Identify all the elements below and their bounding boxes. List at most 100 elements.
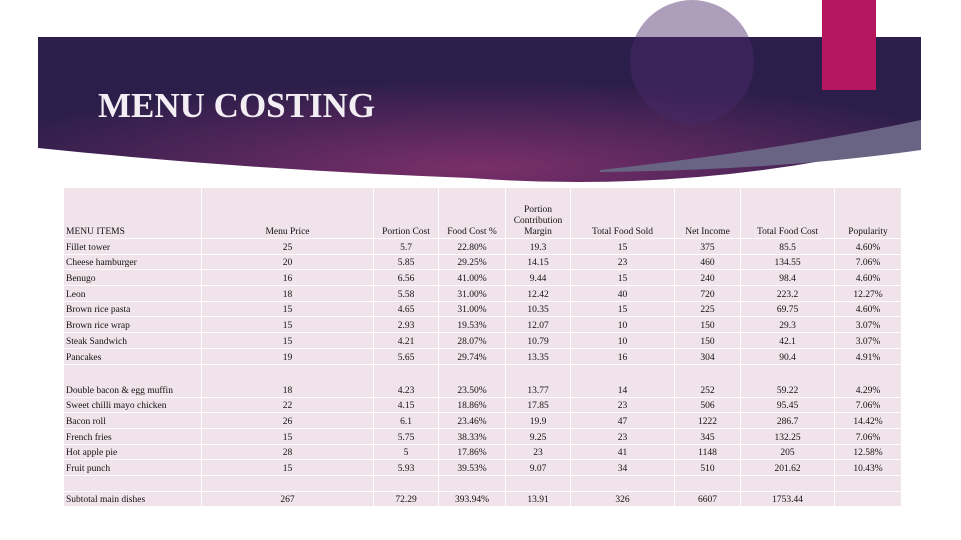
table-cell: 15	[201, 427, 374, 445]
table-cell: 14	[570, 363, 675, 398]
table-cell: Brown rice wrap	[63, 316, 202, 334]
table-cell: 9.07	[505, 459, 571, 476]
table-cell: 29.3	[740, 316, 835, 334]
table-cell: MENU ITEMS	[63, 187, 202, 239]
table-cell: 5.85	[373, 253, 439, 271]
table-cell: 14.15	[505, 253, 571, 271]
table-cell: 5.7	[373, 238, 439, 255]
table-cell: 69.75	[740, 300, 835, 318]
table-cell: 134.55	[740, 253, 835, 271]
table-cell: Net Income	[674, 187, 741, 239]
table-cell: Fillet tower	[63, 238, 202, 255]
table-cell: 9.25	[505, 427, 571, 445]
table-cell: Benugo	[63, 269, 202, 287]
table-row: Cheese hamburger 20 5.85 29.25% 14.15 23 460 13…	[63, 253, 902, 271]
table-cell: 10	[570, 332, 675, 349]
table-cell: 10.79	[505, 332, 571, 349]
table-cell: 4.60%	[834, 269, 902, 287]
banner-accent	[600, 120, 921, 172]
table-cell: 5.65	[373, 347, 439, 365]
table-cell: 17.86%	[438, 443, 506, 461]
table-cell: 201.62	[740, 459, 835, 476]
table-cell: 6.1	[373, 412, 439, 429]
table-cell: 18	[201, 363, 374, 398]
table-row: French fries 15 5.75 38.33% 9.25 23 345 132.25 7…	[63, 427, 902, 445]
table-cell: 19	[201, 347, 374, 365]
table-cell: 26	[201, 412, 374, 429]
table-cell: Steak Sandwich	[63, 332, 202, 349]
table-cell: Hot apple pie	[63, 443, 202, 461]
table-cell: Portion Contribution Margin	[505, 187, 571, 239]
table-cell: 23	[505, 443, 571, 461]
table-cell: 4.23	[373, 363, 439, 398]
table-cell: 4.91%	[834, 347, 902, 365]
table-cell: French fries	[63, 427, 202, 445]
table-cell: 132.25	[740, 427, 835, 445]
table-cell	[674, 474, 741, 492]
table-cell: 23	[570, 396, 675, 414]
table-row: Benugo 16 6.56 41.00% 9.44 15 240 98.4 4.60%	[63, 269, 902, 287]
table-cell: 23	[570, 253, 675, 271]
table-cell: 41.00%	[438, 269, 506, 287]
table-cell: 10	[570, 316, 675, 334]
table-cell: 304	[674, 347, 741, 365]
table-cell: 28.07%	[438, 332, 506, 349]
table-cell	[373, 474, 439, 492]
table-cell: 150	[674, 332, 741, 349]
table-cell: 286.7	[740, 412, 835, 429]
table-cell: 15	[570, 269, 675, 287]
table-row: Double bacon & egg muffin 18 4.23 23.50% 13.…	[63, 363, 902, 398]
pink-tab	[822, 0, 876, 90]
table-cell: 34	[570, 459, 675, 476]
table-cell: 240	[674, 269, 741, 287]
table-cell: 17.85	[505, 396, 571, 414]
table-cell: 720	[674, 285, 741, 302]
table-row: Leon 18 5.58 31.00% 12.42 40 720 223.2 12.27%	[63, 285, 902, 302]
table-cell: Total Food Sold	[570, 187, 675, 239]
banner-shape	[38, 37, 921, 183]
table-cell: 31.00%	[438, 300, 506, 318]
table-cell: 510	[674, 459, 741, 476]
table-row: Sweet chilli mayo chicken 22 4.15 18.86% 17.…	[63, 396, 902, 414]
table-cell: 1222	[674, 412, 741, 429]
table-cell: 38.33%	[438, 427, 506, 445]
table-cell: 15	[570, 238, 675, 255]
table-cell: Fruit punch	[63, 459, 202, 476]
table-cell: 223.2	[740, 285, 835, 302]
table-cell: 18	[201, 285, 374, 302]
table-cell: 506	[674, 396, 741, 414]
table-cell: Food Cost %	[438, 187, 506, 239]
table-cell: 7.06%	[834, 253, 902, 271]
table-cell: 16	[201, 269, 374, 287]
table-cell: 393.94%	[438, 490, 506, 508]
table-cell: 4.65	[373, 300, 439, 318]
table-cell: 29.25%	[438, 253, 506, 271]
table-cell: 31.00%	[438, 285, 506, 302]
title: MENU COSTING	[98, 86, 376, 125]
decor-circle	[630, 0, 754, 124]
table-row: Fillet tower 25 5.7 22.80% 19.3 15 375 85.5 4.60…	[63, 238, 902, 255]
table-cell: 12.58%	[834, 443, 902, 461]
table-cell: Sweet chilli mayo chicken	[63, 396, 202, 414]
table-cell: Double bacon & egg muffin	[63, 363, 202, 398]
table-cell: 15	[201, 459, 374, 476]
table-cell: 5.58	[373, 285, 439, 302]
table-cell: 3.07%	[834, 332, 902, 349]
table-cell: 98.4	[740, 269, 835, 287]
table-cell: 18.86%	[438, 396, 506, 414]
table-cell: 5	[373, 443, 439, 461]
table-cell: 41	[570, 443, 675, 461]
table-cell: 29.74%	[438, 347, 506, 365]
table-cell: 460	[674, 253, 741, 271]
table-cell: 10.35	[505, 300, 571, 318]
table-cell: 1148	[674, 443, 741, 461]
table-row: Steak Sandwich 15 4.21 28.07% 10.79 10 150 42.1…	[63, 332, 902, 349]
table-cell: 39.53%	[438, 459, 506, 476]
table-cell: 7.06%	[834, 396, 902, 414]
table-cell: 16	[570, 347, 675, 365]
table-cell: 85.5	[740, 238, 835, 255]
table-cell: 13.91	[505, 490, 571, 508]
table-cell: 267	[201, 490, 374, 508]
table-row: Subtotal main dishes 267 72.29 393.94% 13.91…	[63, 490, 902, 508]
